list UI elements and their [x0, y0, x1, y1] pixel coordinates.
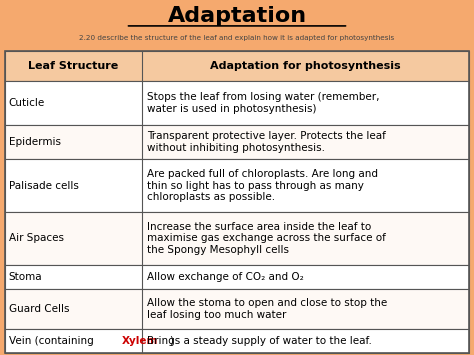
Bar [5, 81, 469, 125]
Text: Epidermis: Epidermis [9, 137, 61, 147]
Text: Allow the stoma to open and close to stop the
leaf losing too much water: Allow the stoma to open and close to sto… [147, 298, 388, 320]
Text: 2.20 describe the structure of the leaf and explain how it is adapted for photos: 2.20 describe the structure of the leaf … [79, 35, 395, 41]
Text: Vein (containing: Vein (containing [9, 336, 97, 346]
Bar [5, 159, 469, 212]
Text: Transparent protective layer. Protects the leaf
without inhibiting photosynthesi: Transparent protective layer. Protects t… [147, 131, 386, 153]
Text: Palisade cells: Palisade cells [9, 180, 78, 191]
Text: Adaptation for photosynthesis: Adaptation for photosynthesis [210, 61, 401, 71]
Text: Stoma: Stoma [9, 272, 42, 282]
Text: Brings a steady supply of water to the leaf.: Brings a steady supply of water to the l… [147, 336, 373, 346]
Text: Are packed full of chloroplasts. Are long and
thin so light has to pass through : Are packed full of chloroplasts. Are lon… [147, 169, 378, 202]
Bar [5, 289, 469, 329]
Text: Cuticle: Cuticle [9, 98, 45, 108]
Text: Allow exchange of CO₂ and O₂: Allow exchange of CO₂ and O₂ [147, 272, 304, 282]
Text: Increase the surface area inside the leaf to
maximise gas exchange across the su: Increase the surface area inside the lea… [147, 222, 386, 255]
Text: Stops the leaf from losing water (remember,
water is used in photosynthesis): Stops the leaf from losing water (rememb… [147, 92, 380, 114]
Bar [5, 51, 469, 353]
Text: Xylem: Xylem [122, 336, 158, 346]
Bar [5, 51, 469, 81]
Bar [5, 329, 469, 353]
Text: Adaptation: Adaptation [167, 6, 307, 26]
Bar [5, 212, 469, 265]
Bar [5, 125, 469, 159]
Text: ): ) [169, 336, 173, 346]
Text: Air Spaces: Air Spaces [9, 233, 64, 244]
Text: Guard Cells: Guard Cells [9, 304, 69, 314]
Text: Leaf Structure: Leaf Structure [28, 61, 118, 71]
Bar [5, 265, 469, 289]
